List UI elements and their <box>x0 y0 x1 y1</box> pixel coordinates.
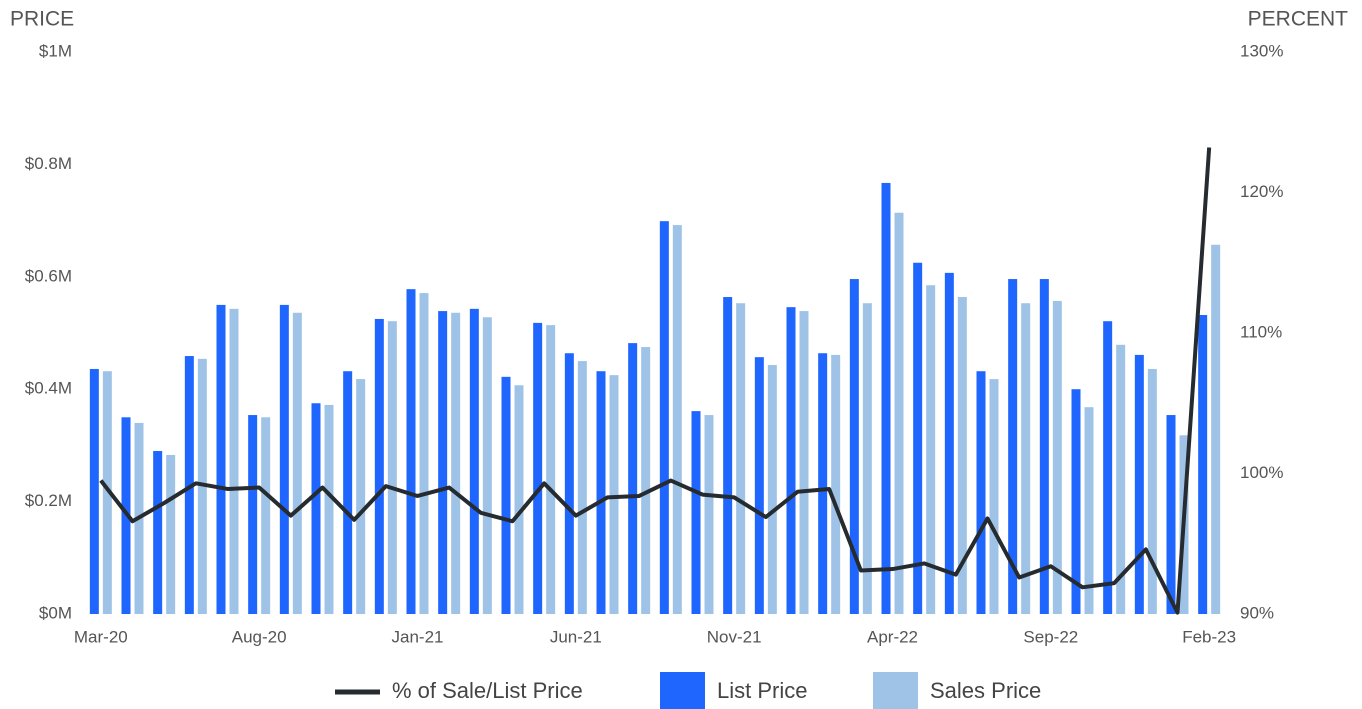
bar <box>356 379 366 614</box>
bar <box>881 182 891 615</box>
bar <box>913 262 923 614</box>
bar <box>957 297 967 614</box>
x-tick-label: Jun-21 <box>550 627 602 646</box>
bar <box>1166 415 1176 614</box>
bar <box>1008 279 1018 614</box>
legend-swatch <box>873 672 918 709</box>
x-tick-label: Nov-21 <box>707 627 762 646</box>
bar <box>292 312 302 614</box>
bar <box>102 371 112 614</box>
y-tick-label: $0M <box>39 603 72 622</box>
legend-swatch <box>660 672 705 709</box>
bar <box>628 343 638 614</box>
y2-tick-label: 130% <box>1240 41 1283 60</box>
x-tick-label: Feb-23 <box>1182 627 1236 646</box>
bar <box>704 415 714 614</box>
bar <box>546 325 556 614</box>
bar <box>533 322 543 614</box>
y2-tick-label: 110% <box>1240 322 1282 341</box>
bar <box>641 347 651 614</box>
y2-axis-title: PERCENT <box>1248 8 1349 31</box>
y2-tick-label: 100% <box>1240 463 1283 482</box>
x-tick-label: Aug-20 <box>232 627 287 646</box>
y-tick-label: $0.8M <box>25 154 72 173</box>
x-tick-label: Jan-21 <box>392 627 444 646</box>
bar <box>279 304 289 614</box>
bar <box>564 353 574 614</box>
y-axis-title: PRICE <box>10 8 74 31</box>
bar <box>514 385 524 614</box>
bar <box>596 371 606 614</box>
bar <box>799 311 809 614</box>
bar <box>736 303 746 614</box>
bar <box>944 272 954 614</box>
legend-label: List Price <box>717 678 807 703</box>
bar <box>229 308 239 614</box>
bar <box>1039 279 1049 614</box>
bar <box>609 375 619 614</box>
x-tick-label: Apr-22 <box>867 627 918 646</box>
y2-tick-label: 90% <box>1240 603 1274 622</box>
bar <box>89 368 99 614</box>
bar <box>1198 315 1208 614</box>
bar <box>1071 389 1081 614</box>
bar <box>482 317 492 614</box>
bar <box>926 285 936 614</box>
bar <box>248 415 258 614</box>
line <box>99 147 1212 615</box>
legend-label: % of Sale/List Price <box>392 678 583 703</box>
bar <box>469 308 479 614</box>
x-tick-label: Mar-20 <box>74 627 128 646</box>
bar <box>166 454 176 614</box>
legend-label: Sales Price <box>930 678 1041 703</box>
bar <box>1147 368 1157 614</box>
bar <box>501 376 511 614</box>
y-tick-label: $0.2M <box>25 491 72 510</box>
bar <box>754 357 764 614</box>
bar <box>324 404 334 614</box>
bar <box>831 354 841 614</box>
bar <box>976 371 986 614</box>
bar <box>1134 354 1144 614</box>
bar <box>577 361 587 614</box>
bar <box>1211 244 1221 615</box>
bar <box>767 365 777 614</box>
bar <box>343 371 353 614</box>
bar <box>1103 321 1113 614</box>
bar <box>862 303 872 614</box>
y-tick-label: $0.6M <box>25 266 72 285</box>
bar <box>374 318 384 614</box>
bar <box>849 279 859 614</box>
bar <box>153 451 163 614</box>
bar <box>786 307 796 614</box>
y-tick-label: $0.4M <box>25 379 72 398</box>
bar <box>672 225 682 614</box>
y-tick-label: $1M <box>39 41 72 60</box>
bar <box>894 212 904 614</box>
y2-tick-label: 120% <box>1240 182 1283 201</box>
bar <box>451 312 461 614</box>
x-tick-label: Sep-22 <box>1023 627 1078 646</box>
bar <box>659 221 669 615</box>
bar <box>1116 344 1126 614</box>
bar <box>216 304 226 614</box>
bar <box>311 403 321 614</box>
bar <box>691 411 701 614</box>
bar <box>419 293 429 614</box>
bar <box>1052 300 1062 614</box>
bar <box>261 417 271 614</box>
bar <box>723 297 733 614</box>
bar <box>387 321 397 614</box>
bar <box>406 289 416 614</box>
bar <box>1021 303 1031 614</box>
bar <box>989 379 999 614</box>
bar <box>818 353 828 614</box>
bar <box>438 311 448 614</box>
bar <box>1084 407 1094 614</box>
